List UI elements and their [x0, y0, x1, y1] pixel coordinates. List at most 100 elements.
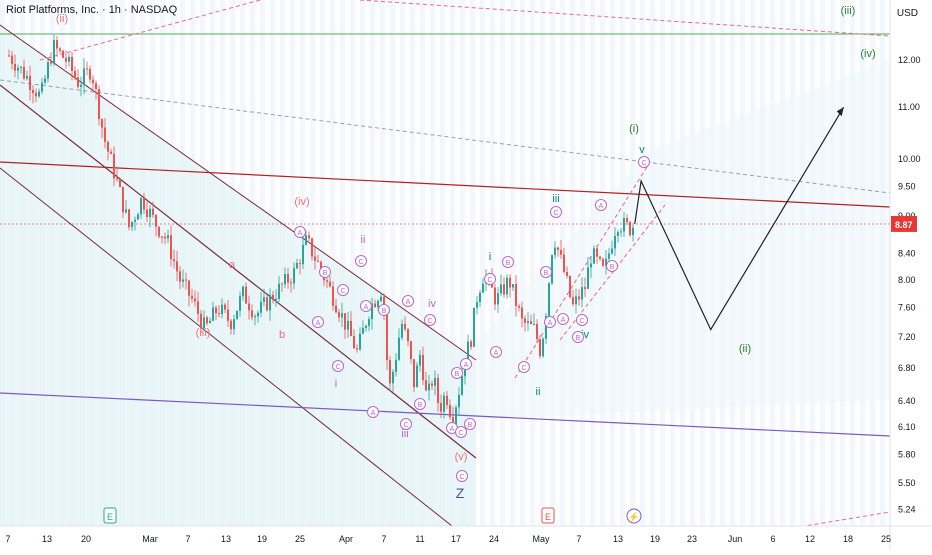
wave-circle-text: A — [316, 320, 321, 327]
wave-circle-marker: C — [518, 361, 530, 373]
pink-dashed-line — [801, 511, 890, 526]
candle-body — [530, 321, 532, 325]
candle-body — [440, 403, 442, 412]
candle-body — [503, 284, 505, 295]
candle-body — [509, 277, 511, 288]
candle-body — [32, 89, 34, 94]
candle-body — [608, 253, 610, 259]
candle-body — [182, 279, 184, 282]
candle-body — [224, 304, 226, 310]
price-tick-label: 8.00 — [898, 275, 916, 285]
time-tick-label: Apr — [339, 534, 353, 544]
candle-body — [443, 395, 445, 412]
candle-body — [206, 317, 208, 324]
candle-body — [230, 320, 232, 330]
wave-label: iii — [552, 193, 559, 205]
candle-body — [122, 186, 124, 213]
candle-body — [542, 338, 544, 357]
candle-body — [380, 296, 382, 301]
candle-body — [602, 258, 604, 266]
candle-body — [446, 395, 448, 405]
wave-circle-marker: C — [355, 255, 367, 267]
time-tick-label: 17 — [451, 534, 461, 544]
wave-circle-text: A — [494, 350, 499, 357]
wave-circle-text: C — [458, 430, 463, 437]
candle-body — [536, 323, 538, 340]
candle-body — [311, 238, 313, 257]
wave-circle-marker: B — [606, 260, 618, 272]
candle-body — [134, 219, 136, 222]
wave-circle-marker: C — [332, 360, 344, 372]
candle-body — [377, 300, 379, 307]
candle-body — [455, 407, 457, 425]
candle-body — [152, 208, 154, 215]
gray-dashed-trendline — [0, 79, 890, 194]
candle-body — [626, 218, 628, 223]
wave-circle — [595, 199, 607, 211]
candle-body — [245, 286, 247, 304]
candle-body — [401, 323, 403, 338]
candle-body — [158, 226, 160, 237]
event-box — [541, 507, 555, 524]
candle-body — [197, 301, 199, 314]
candle-body — [80, 84, 82, 87]
time-stripe — [450, 0, 455, 526]
support-line — [0, 392, 890, 437]
wave-circle-text: C — [641, 160, 646, 167]
wave-circle — [606, 260, 618, 272]
wave-circle — [319, 266, 331, 278]
wave-label: iv — [428, 298, 436, 310]
candle-body — [596, 248, 598, 257]
candle-body — [188, 280, 190, 296]
wave-circle-marker: C — [456, 470, 468, 482]
candle-body — [77, 77, 79, 87]
candle-body — [257, 312, 259, 317]
candle-body — [17, 67, 19, 71]
wave-circle — [378, 304, 390, 316]
event-marker[interactable]: ⚡ — [626, 508, 642, 524]
wave-label: Z — [456, 485, 465, 501]
candle-body — [239, 296, 241, 311]
event-marker[interactable]: E — [541, 507, 555, 524]
wave-circle-text: A — [561, 317, 566, 324]
candle-body — [584, 287, 586, 289]
candle-body — [362, 328, 364, 334]
wave-circle — [544, 316, 556, 328]
candle-body — [560, 250, 562, 255]
wave-circle-text: A — [599, 203, 604, 210]
candle-body — [557, 247, 559, 251]
candle-body — [143, 198, 145, 210]
candle-body — [548, 283, 550, 316]
candle-body — [113, 153, 115, 179]
wave-circle — [332, 360, 344, 372]
wave-circle — [337, 284, 349, 296]
wave-circle — [360, 300, 372, 312]
candle-body — [539, 339, 541, 357]
wave-circle-marker: A — [557, 313, 569, 325]
candle-body — [137, 214, 139, 220]
price-tick-label: 5.50 — [898, 478, 916, 488]
candle-body — [389, 360, 391, 384]
price-tick-label: 7.60 — [898, 303, 916, 313]
wave-circle — [490, 346, 502, 358]
candle-body — [149, 208, 151, 218]
wave-circle — [367, 406, 379, 418]
candle-body — [233, 319, 235, 330]
candle-body — [35, 93, 37, 97]
time-stripe — [530, 0, 535, 526]
wave-circle — [464, 418, 476, 430]
wave-circle-text: C — [521, 365, 526, 372]
wave-label: (iv) — [860, 48, 875, 60]
price-tick-label: 6.80 — [898, 363, 916, 373]
candle-body — [359, 333, 361, 350]
candle-body — [146, 209, 148, 218]
price-axis-background — [890, 0, 932, 550]
wave-label: (ii) — [56, 13, 68, 25]
candle-body — [278, 283, 280, 299]
candle-body — [518, 305, 520, 308]
candle-body — [338, 312, 340, 318]
time-tick-label: Mar — [142, 534, 158, 544]
time-tick-label: 19 — [650, 534, 660, 544]
event-marker[interactable]: E — [103, 507, 117, 524]
